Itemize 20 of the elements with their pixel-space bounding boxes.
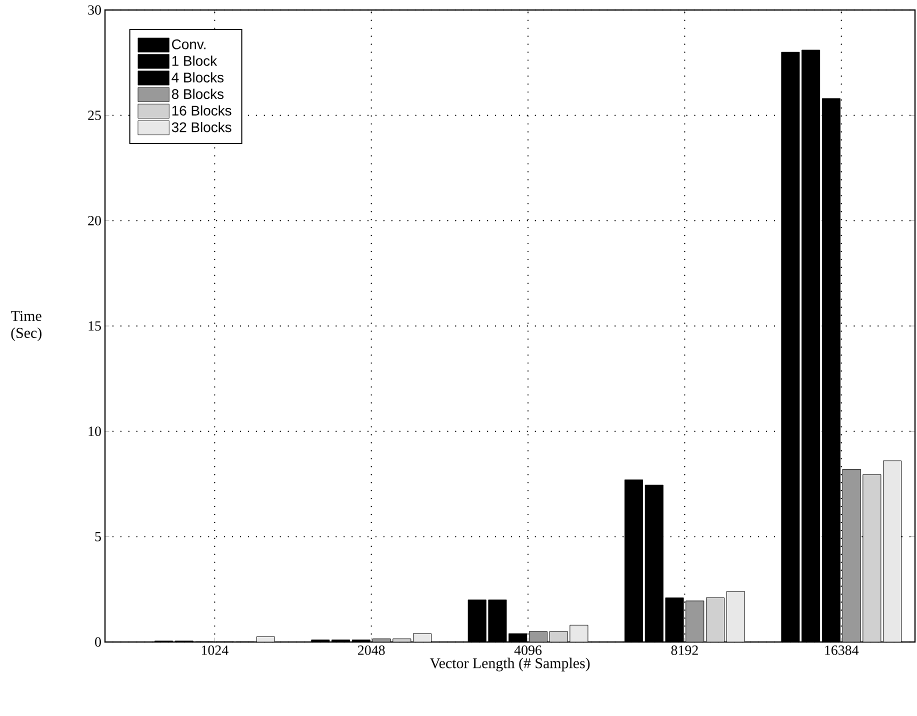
y-axis-title: Time (Sec)	[11, 310, 42, 342]
legend-label: 16 Blocks	[172, 105, 232, 116]
x-tick-label: 2048	[358, 646, 385, 655]
y-tick-label: 20	[88, 216, 101, 226]
legend-label: 8 Blocks	[172, 88, 224, 100]
legend-label: 4 Blocks	[172, 72, 224, 82]
y-tick-label: 25	[88, 110, 101, 120]
legend-label: 32 Blocks	[172, 122, 232, 132]
x-tick-label: 8192	[671, 646, 698, 655]
x-tick-label: 16384	[825, 646, 859, 655]
y-tick-label: 30	[88, 5, 101, 15]
y-tick-label: 10	[88, 426, 101, 436]
y-tick-label: 5	[95, 532, 101, 542]
y-tick-label: 0	[95, 637, 101, 647]
x-tick-label: 1024	[202, 646, 228, 655]
legend-label: Conv.	[172, 39, 206, 50]
x-axis-title: Vector Length (# Samples)	[430, 658, 590, 672]
legend-label: 1 Block	[172, 56, 218, 66]
y-tick-label: 15	[88, 321, 101, 331]
x-tick-label: 4096	[514, 646, 542, 655]
